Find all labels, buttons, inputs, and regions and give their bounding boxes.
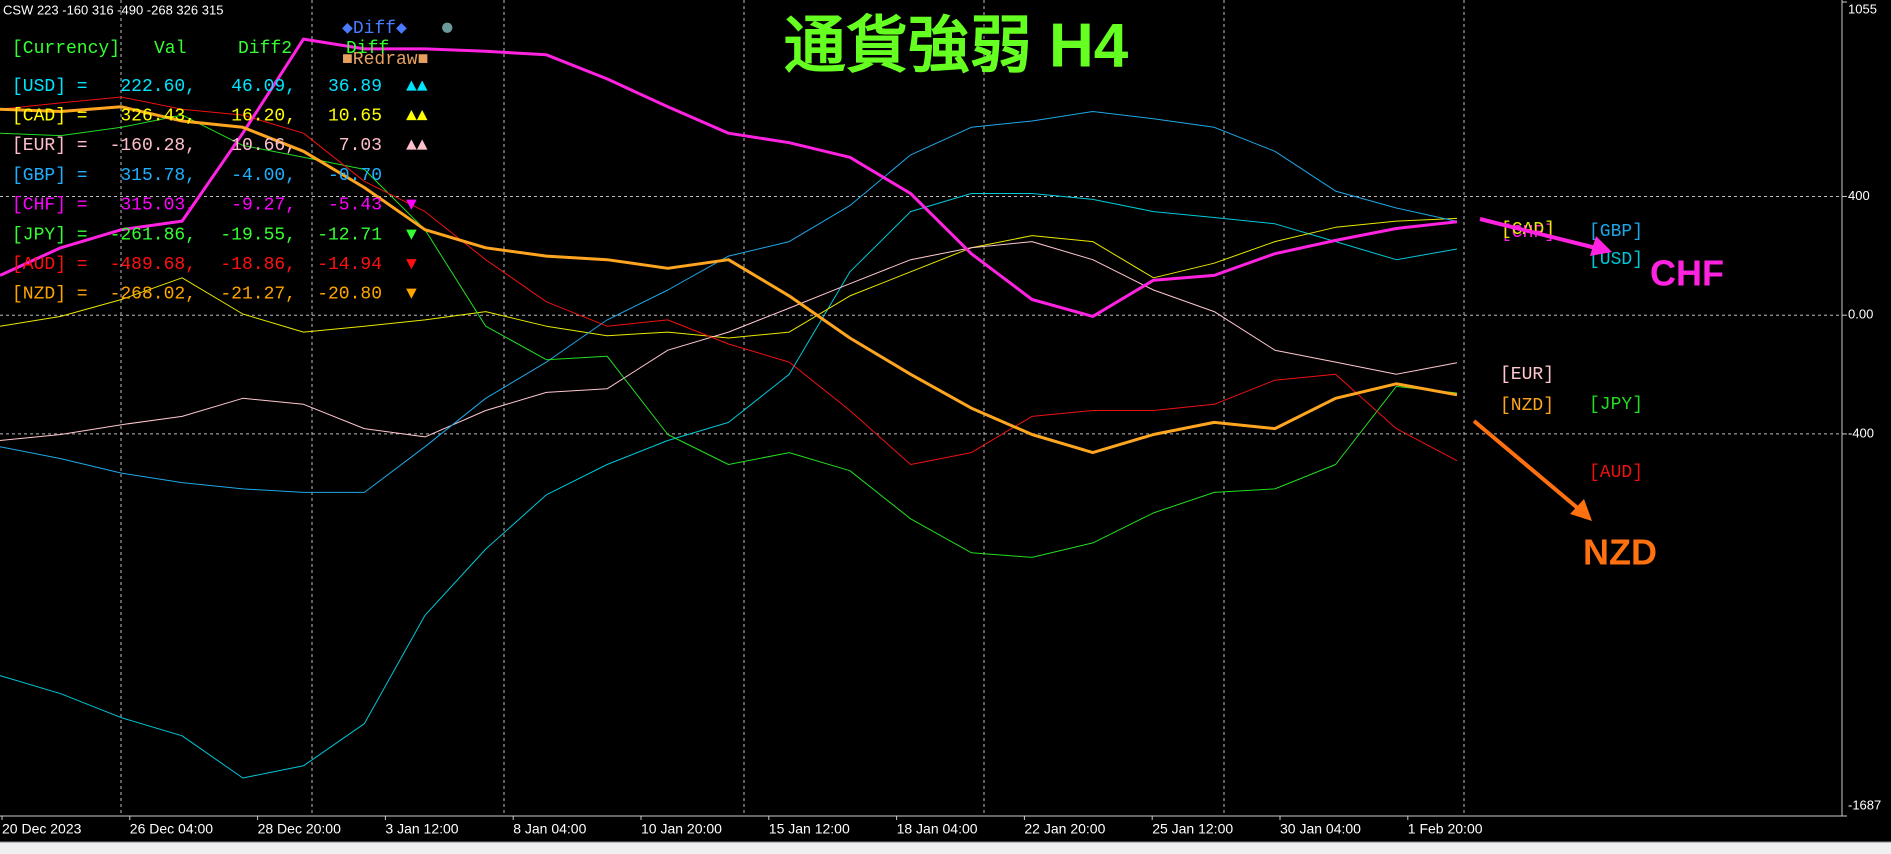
table-cell: ▲▲	[406, 136, 428, 156]
x-tick-label: 25 Jan 12:00	[1152, 821, 1233, 837]
table-cell: 46.09,	[231, 77, 296, 97]
table-cell: [USD] =	[12, 77, 88, 97]
series-line	[0, 217, 1458, 339]
table-cell: [CHF] =	[12, 196, 88, 216]
series-line	[0, 193, 1458, 779]
x-tick-label: 8 Jan 04:00	[513, 821, 586, 837]
lines	[0, 37, 1458, 779]
table-cell: 36.89	[328, 77, 382, 97]
legend-redraw: ■Redraw■	[342, 50, 428, 70]
table-cell: -9.27,	[231, 196, 296, 216]
table-header: Diff2	[238, 39, 292, 59]
table-cell: [GBP] =	[12, 166, 88, 186]
series-line	[0, 105, 1458, 455]
x-tick-label: 18 Jan 04:00	[897, 821, 978, 837]
table-cell: -20.80	[317, 285, 382, 305]
table-cell: 10.66,	[231, 136, 296, 156]
table-cell: 326.43,	[120, 106, 196, 126]
table-cell: -18.86,	[220, 255, 296, 275]
table-cell: [NZD] =	[12, 285, 88, 305]
table-cell: ▲▲	[406, 77, 428, 97]
series-line	[0, 114, 1458, 558]
series-line	[0, 96, 1458, 465]
series-label: [GBP]	[1589, 222, 1643, 242]
table-cell: -268.02,	[110, 285, 196, 305]
series-line	[0, 37, 1458, 318]
table-cell: 315.03,	[120, 196, 196, 216]
table-cell: ▼	[406, 285, 417, 305]
table-cell: -4.00,	[231, 166, 296, 186]
x-tick-label: 30 Jan 04:00	[1280, 821, 1361, 837]
scrollbar[interactable]	[0, 842, 1891, 854]
annotation: NZD	[1583, 532, 1657, 573]
nzd-arrow-head	[1570, 499, 1592, 521]
y-tick-label: -1687	[1848, 797, 1881, 812]
y-tick-label: 400	[1848, 188, 1870, 203]
table-cell: ▼	[406, 196, 417, 216]
series-label: [EUR]	[1500, 365, 1554, 385]
table-cell: [CAD] =	[12, 106, 88, 126]
series-label: [AUD]	[1589, 463, 1643, 483]
series-label: [USD]	[1589, 250, 1643, 270]
table-cell: ▼	[406, 225, 417, 245]
series-label: [NZD]	[1500, 396, 1554, 416]
table-cell: [EUR] =	[12, 136, 88, 156]
table-header: Val	[154, 39, 186, 59]
series-label: [JPY]	[1589, 395, 1643, 415]
grid	[0, 0, 1847, 817]
series-line	[0, 111, 1458, 493]
table-cell: [JPY] =	[12, 225, 88, 245]
table-cell: -14.94	[317, 255, 382, 275]
y-tick-label: -400	[1848, 425, 1874, 440]
overlay: 1055 400 0.00 -400 -1687 20 Dec 2023 26 Dec 04…	[1, 1, 1881, 837]
x-tick-label: 20 Dec 2023	[2, 821, 82, 837]
table-cell: -12.71	[317, 225, 382, 245]
header-text: CSW 223 -160 316 -490 -268 326 315	[3, 2, 223, 17]
chart-title: 通貨強弱 H4	[784, 11, 1129, 80]
table-cell: 16.20,	[231, 106, 296, 126]
nzd-arrow	[1472, 419, 1582, 512]
table-header: Diff	[346, 39, 389, 59]
table-cell: -160.28,	[110, 136, 196, 156]
legend-dot: ●	[440, 13, 455, 40]
x-tick-label: 26 Dec 04:00	[130, 821, 213, 837]
x-tick-label: 1 Feb 20:00	[1408, 821, 1483, 837]
annotation: CHF	[1650, 253, 1724, 294]
table-cell: 315.78,	[120, 166, 196, 186]
table-cell: -5.43	[328, 196, 382, 216]
table-cell: -261.86,	[110, 225, 196, 245]
table-cell: ▲▲	[406, 106, 428, 126]
table-cell: 222.60,	[120, 77, 196, 97]
chf-arrow-head	[1590, 236, 1612, 256]
y-tick-label: 1055	[1848, 1, 1877, 16]
table-cell: -19.55,	[220, 225, 296, 245]
x-tick-label: 15 Jan 12:00	[769, 821, 850, 837]
y-tick-label: 0.00	[1848, 307, 1873, 322]
x-tick-label: 22 Jan 20:00	[1024, 821, 1105, 837]
table-cell: -0.70	[328, 166, 382, 186]
table-cell: ▼	[406, 255, 417, 275]
series-line	[0, 241, 1458, 441]
table-cell: -489.68,	[110, 255, 196, 275]
x-tick-label: 3 Jan 12:00	[385, 821, 458, 837]
x-tick-label: 28 Dec 20:00	[258, 821, 341, 837]
legend-diff: ◆Diff◆	[342, 19, 407, 39]
table-cell: 10.65	[328, 106, 382, 126]
table-cell: 7.03	[339, 136, 382, 156]
table-cell: -21.27,	[220, 285, 296, 305]
x-tick-label: 10 Jan 20:00	[641, 821, 722, 837]
chf-arrow	[1479, 217, 1601, 251]
table-cell: [AUD] =	[12, 255, 88, 275]
table-header: [Currency]	[12, 39, 120, 59]
